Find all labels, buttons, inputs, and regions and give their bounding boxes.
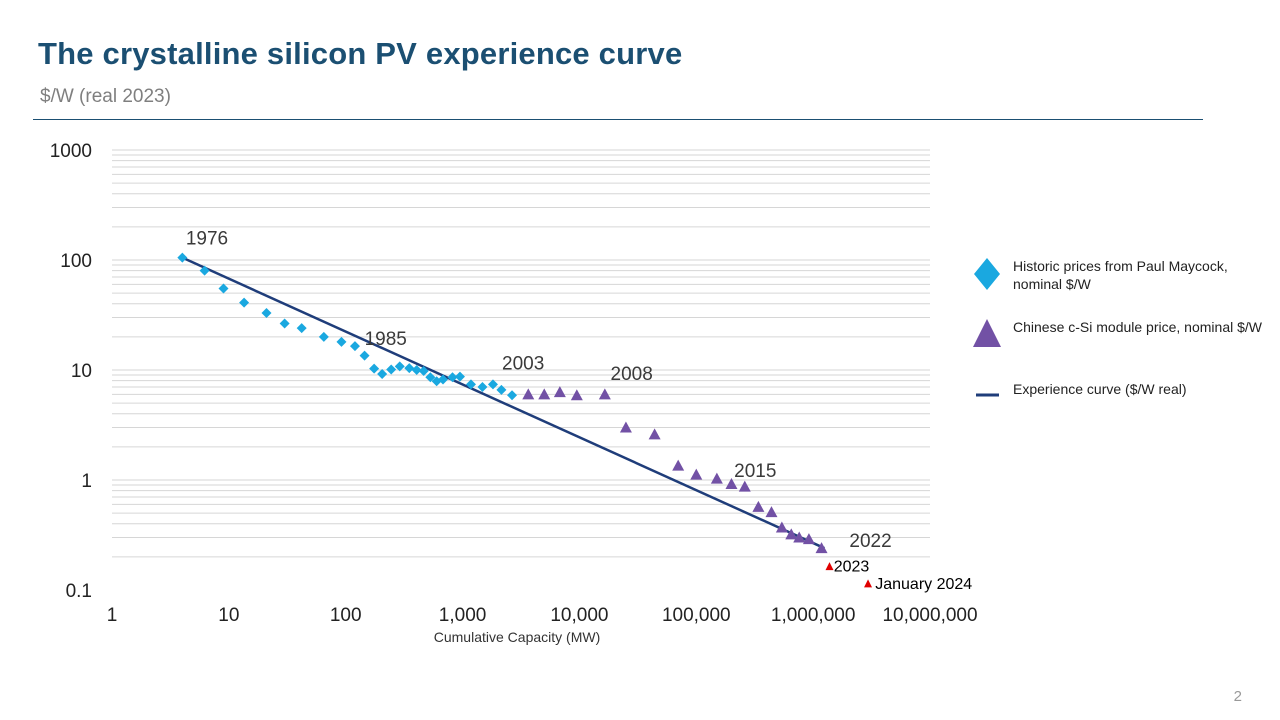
chinese-price-point: [672, 459, 685, 471]
chinese-price-point: [690, 468, 703, 480]
historic-price-point: [199, 265, 210, 276]
y-tick-label: 1000: [50, 141, 92, 162]
historic-price-point: [279, 318, 290, 329]
legend-label-historic: Historic prices from Paul Maycock, nomin…: [1013, 258, 1228, 292]
year-annotation: 2015: [734, 461, 776, 482]
historic-price-point: [349, 341, 360, 352]
legend-item-chinese: Chinese c-Si module price, nominal $/W: [972, 318, 1272, 358]
historic-price-point: [394, 361, 405, 372]
historic-price-point: [359, 350, 370, 361]
chinese-price-point: [522, 388, 535, 400]
chinese-price-point: [725, 477, 738, 489]
historic-price-point: [318, 331, 329, 342]
year-annotation: 1976: [186, 229, 228, 250]
chinese-price-point: [538, 388, 551, 400]
legend-label-curve: Experience curve ($/W real): [1013, 381, 1187, 397]
x-tick-label: 10,000,000: [882, 605, 977, 626]
historic-price-point: [418, 365, 429, 376]
experience-curve-line: [181, 256, 825, 550]
historic-price-point: [437, 374, 448, 385]
historic-price-point: [369, 363, 380, 374]
historic-price-point: [496, 384, 507, 395]
historic-price-point: [386, 364, 397, 375]
year-annotation: 2022: [849, 531, 891, 552]
year-annotation: 1985: [365, 329, 407, 350]
y-tick-label: 0.1: [66, 581, 92, 602]
x-axis-title: Cumulative Capacity (MW): [434, 629, 600, 645]
x-tick-label: 100: [330, 605, 362, 626]
line-icon: [976, 393, 999, 397]
historic-price-point: [447, 372, 458, 383]
page-number: 2: [1233, 688, 1242, 705]
x-tick-label: 10,000: [550, 605, 608, 626]
historic-price-point: [487, 379, 498, 390]
historic-price-point: [411, 365, 422, 375]
recent-price-point: [864, 579, 873, 588]
x-tick-label: 1,000,000: [771, 605, 856, 626]
historic-price-point: [296, 323, 307, 334]
historic-price-point: [404, 363, 415, 374]
historic-price-point: [377, 368, 388, 379]
historic-price-point: [218, 283, 229, 294]
historic-price-point: [177, 252, 188, 263]
chinese-price-point: [752, 500, 765, 512]
historic-price-point: [239, 297, 250, 308]
year-annotation: January 2024: [875, 576, 972, 593]
chinese-price-point: [738, 480, 751, 492]
slide-title: The crystalline silicon PV experience cu…: [38, 36, 683, 71]
x-tick-label: 1: [107, 605, 118, 626]
chinese-price-point: [793, 531, 806, 543]
y-tick-label: 1: [81, 471, 92, 492]
y-tick-label: 10: [71, 361, 92, 382]
diamond-icon: [974, 258, 1000, 290]
chinese-price-point: [598, 388, 611, 400]
recent-price-point: [825, 562, 834, 571]
x-tick-label: 10: [218, 605, 239, 626]
slide-subtitle: $/W (real 2023): [40, 86, 171, 107]
title-divider: [33, 119, 1203, 120]
legend-item-historic: Historic prices from Paul Maycock, nomin…: [972, 257, 1272, 297]
chinese-price-point: [765, 506, 778, 518]
chinese-price-point: [802, 533, 815, 545]
chinese-price-point: [775, 521, 788, 533]
historic-price-point: [465, 379, 476, 390]
historic-price-point: [454, 371, 465, 382]
historic-price-point: [425, 372, 436, 383]
historic-price-point: [477, 382, 488, 393]
chinese-price-point: [619, 421, 632, 433]
x-tick-label: 1,000: [439, 605, 487, 626]
legend-label-chinese: Chinese c-Si module price, nominal $/W: [1013, 319, 1262, 335]
chinese-price-point: [570, 389, 583, 401]
legend-item-curve: Experience curve ($/W real): [972, 380, 1272, 420]
chinese-price-point: [553, 386, 566, 398]
year-annotation: 2003: [502, 354, 544, 375]
chinese-price-point: [815, 542, 828, 554]
historic-price-point: [261, 307, 272, 318]
chinese-price-point: [785, 528, 798, 540]
triangle-icon: [973, 319, 1001, 347]
historic-price-point: [336, 336, 347, 347]
chinese-price-point: [710, 472, 723, 484]
x-tick-label: 100,000: [662, 605, 731, 626]
year-annotation: 2008: [611, 364, 653, 385]
chinese-price-point: [648, 428, 661, 440]
y-tick-label: 100: [60, 251, 92, 272]
year-annotation: 2023: [834, 558, 870, 575]
historic-price-point: [507, 390, 518, 401]
